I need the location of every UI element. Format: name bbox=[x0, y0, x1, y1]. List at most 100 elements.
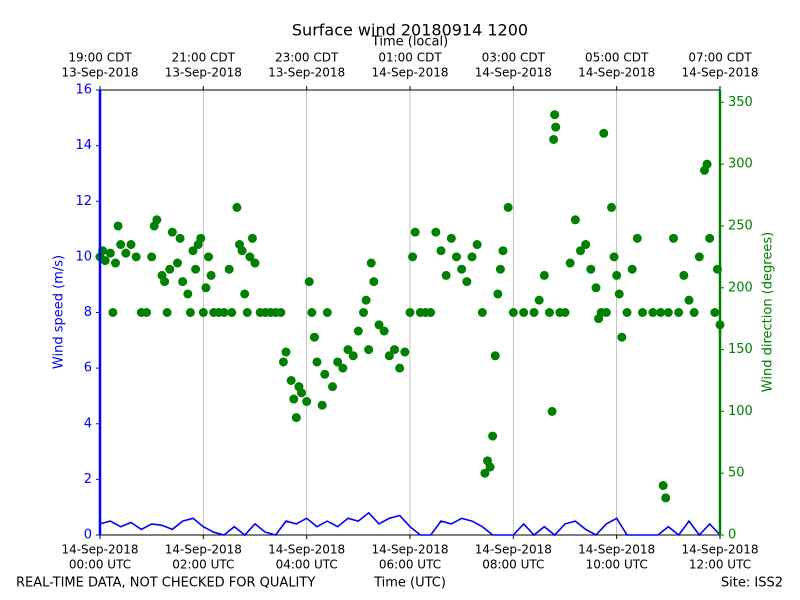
direction-point bbox=[191, 264, 201, 274]
y-tick-label: 8 bbox=[84, 305, 92, 320]
direction-point bbox=[565, 258, 575, 268]
direction-point bbox=[113, 221, 123, 231]
y-tick-label: 0 bbox=[84, 528, 92, 543]
direction-point bbox=[586, 264, 596, 274]
direction-point bbox=[467, 252, 477, 262]
direction-point bbox=[622, 308, 632, 317]
direction-point bbox=[289, 394, 299, 404]
direction-point bbox=[227, 308, 237, 317]
x-tick-date: 14-Sep-2018 bbox=[165, 543, 242, 557]
direction-point bbox=[694, 252, 704, 262]
direction-point bbox=[278, 357, 288, 367]
x-tick-date: 14-Sep-2018 bbox=[578, 543, 655, 557]
x2-tick-label: 21:00 CDT bbox=[172, 51, 236, 65]
x2-tick-date: 14-Sep-2018 bbox=[371, 66, 448, 80]
direction-point bbox=[663, 308, 673, 317]
direction-point bbox=[116, 240, 126, 250]
direction-point bbox=[111, 258, 120, 268]
direction-point bbox=[560, 308, 570, 317]
direction-point bbox=[400, 347, 410, 357]
direction-point bbox=[674, 308, 684, 317]
direction-point bbox=[614, 289, 624, 299]
direction-point bbox=[457, 264, 467, 274]
direction-point bbox=[374, 320, 384, 330]
direction-point bbox=[410, 227, 420, 237]
direction-point bbox=[480, 468, 490, 478]
x2-axis-label: Time (local) bbox=[371, 35, 448, 50]
direction-point bbox=[599, 128, 609, 138]
direction-point bbox=[240, 289, 250, 299]
direction-point bbox=[627, 264, 637, 274]
direction-point bbox=[297, 388, 306, 398]
direction-point bbox=[601, 308, 611, 317]
direction-point bbox=[302, 397, 312, 406]
direction-point bbox=[702, 159, 712, 169]
x-tick-label: 02:00 UTC bbox=[172, 558, 234, 572]
x2-tick-label: 03:00 CDT bbox=[482, 51, 546, 65]
direction-point bbox=[309, 332, 319, 342]
direction-point bbox=[247, 233, 257, 243]
y2-axis-label: Wind direction (degrees) bbox=[761, 232, 776, 392]
direction-point bbox=[632, 233, 642, 243]
y-tick-label: 6 bbox=[84, 361, 92, 376]
x2-tick-date: 14-Sep-2018 bbox=[681, 66, 758, 80]
y2-tick-label: 100 bbox=[728, 404, 753, 419]
x-tick-label: 06:00 UTC bbox=[379, 558, 441, 572]
direction-point bbox=[126, 240, 136, 250]
direction-point bbox=[612, 270, 622, 280]
direction-point bbox=[431, 227, 441, 237]
x-tick-label: 04:00 UTC bbox=[276, 558, 338, 572]
direction-point bbox=[224, 264, 234, 274]
direction-point bbox=[395, 363, 405, 373]
direction-point bbox=[529, 308, 539, 317]
direction-point bbox=[131, 252, 141, 262]
direction-point bbox=[495, 264, 505, 274]
direction-point bbox=[503, 202, 513, 212]
direction-point bbox=[490, 351, 500, 361]
x2-tick-label: 19:00 CDT bbox=[68, 51, 132, 65]
x-tick-label: 10:00 UTC bbox=[586, 558, 648, 572]
direction-point bbox=[390, 345, 399, 355]
chart-title: Surface wind 20180914 1200 bbox=[292, 21, 528, 40]
direction-point bbox=[477, 308, 487, 317]
x-axis-label: Time (UTC) bbox=[373, 576, 446, 591]
direction-point bbox=[638, 308, 647, 317]
direction-point bbox=[591, 283, 601, 293]
direction-point bbox=[343, 345, 353, 355]
direction-point bbox=[338, 363, 348, 373]
direction-point bbox=[441, 270, 451, 280]
direction-point bbox=[661, 493, 671, 503]
direction-point bbox=[173, 258, 182, 268]
y2-tick-label: 50 bbox=[728, 466, 745, 481]
x-tick-date: 14-Sep-2018 bbox=[371, 543, 448, 557]
direction-point bbox=[175, 233, 185, 243]
direction-point bbox=[196, 233, 206, 243]
y-tick-label: 4 bbox=[84, 416, 92, 431]
direction-point bbox=[286, 375, 296, 385]
direction-point bbox=[498, 246, 508, 256]
direction-point bbox=[379, 326, 389, 336]
direction-point bbox=[710, 308, 720, 317]
direction-point bbox=[485, 462, 495, 472]
direction-point bbox=[551, 122, 561, 132]
direction-point bbox=[519, 308, 529, 317]
direction-point bbox=[436, 246, 446, 256]
direction-point bbox=[472, 240, 482, 250]
direction-point bbox=[617, 332, 627, 342]
direction-point bbox=[488, 431, 498, 441]
direction-point bbox=[679, 270, 689, 280]
direction-point bbox=[307, 308, 317, 317]
direction-point bbox=[183, 289, 193, 299]
direction-point bbox=[250, 258, 260, 268]
direction-point bbox=[320, 369, 330, 379]
direction-point bbox=[462, 277, 472, 287]
direction-point bbox=[361, 295, 371, 305]
direction-point bbox=[108, 308, 118, 317]
direction-point bbox=[359, 308, 368, 317]
direction-point bbox=[147, 252, 157, 262]
direction-point bbox=[446, 233, 456, 243]
direction-point bbox=[204, 252, 213, 262]
direction-point bbox=[276, 308, 286, 317]
direction-point bbox=[188, 246, 198, 256]
